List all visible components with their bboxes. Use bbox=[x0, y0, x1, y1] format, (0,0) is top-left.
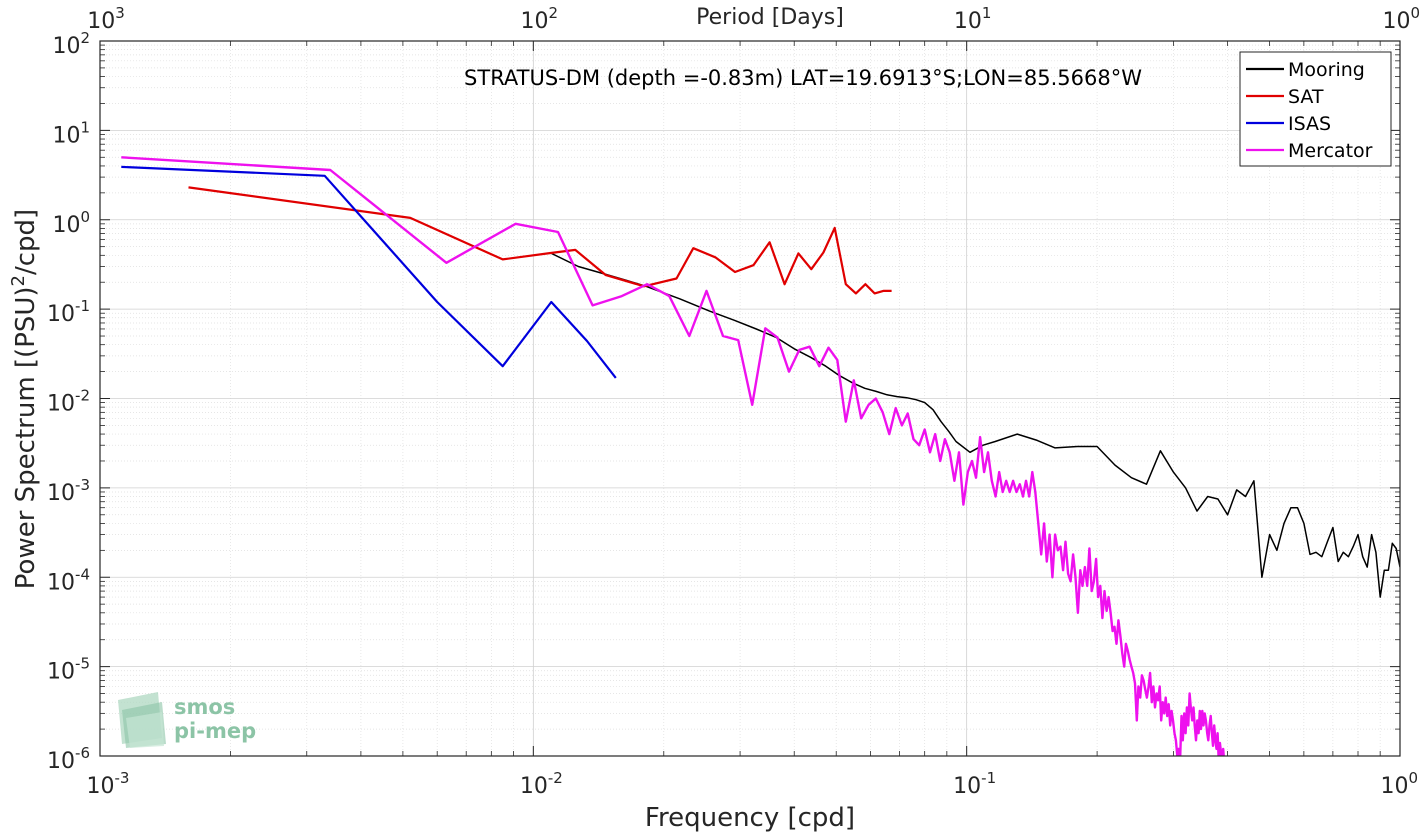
legend-label-sat: SAT bbox=[1288, 86, 1324, 108]
station-annotation: STRATUS-DM (depth =-0.83m) LAT=19.6913°S… bbox=[464, 66, 1142, 90]
series-layer bbox=[121, 156, 1400, 756]
y-axis-label: Power Spectrum [(PSU)2/cpd] bbox=[8, 209, 41, 589]
series-line-sat bbox=[188, 186, 892, 295]
y-tick-label: 10-6 bbox=[47, 744, 90, 774]
tick-labels: 10-3 103 10-2 102 10-1 101 100 100 10-6 10-5 10-4 1… bbox=[47, 4, 1420, 799]
x2-tick-label: 100 bbox=[1382, 4, 1420, 34]
x-axis-label: Frequency [cpd] bbox=[645, 803, 855, 833]
y-tick-label: 10-3 bbox=[47, 476, 90, 506]
series-line-mercator bbox=[121, 156, 1225, 756]
x-tick-label: 100 bbox=[1380, 769, 1418, 799]
legend-box bbox=[1239, 51, 1392, 167]
legend-label-mooring: Mooring bbox=[1288, 59, 1365, 81]
x2-tick-label: 101 bbox=[954, 4, 992, 34]
legend: Mooring SAT ISAS Mercator bbox=[1239, 51, 1392, 167]
x-tick-label: 10-3 bbox=[87, 769, 130, 799]
x-tick-label: 10-1 bbox=[953, 769, 996, 799]
tick-marks bbox=[99, 40, 1401, 757]
major-grid bbox=[99, 40, 1401, 757]
y-tick-label: 10-1 bbox=[47, 297, 90, 327]
logo-text-smos: smos bbox=[174, 695, 235, 719]
y-tick-label: 100 bbox=[52, 208, 90, 238]
x2-tick-label: 103 bbox=[87, 4, 125, 34]
series-line-isas bbox=[121, 165, 617, 379]
y-tick-label: 10-4 bbox=[47, 565, 90, 595]
y-tick-label: 10-2 bbox=[47, 387, 90, 417]
y-tick-label: 101 bbox=[52, 118, 90, 148]
legend-label-isas: ISAS bbox=[1288, 113, 1331, 135]
y-tick-label: 102 bbox=[52, 29, 90, 59]
legend-label-mercator: Mercator bbox=[1288, 140, 1373, 162]
x-tick-label: 10-2 bbox=[520, 769, 563, 799]
series-line-mooring bbox=[549, 251, 1400, 598]
y-tick-label: 10-5 bbox=[47, 655, 90, 685]
smos-pi-mep-logo: smos pi-mep bbox=[118, 692, 256, 748]
x2-axis-label: Period [Days] bbox=[696, 5, 844, 30]
x2-tick-label: 102 bbox=[521, 4, 559, 34]
logo-text-pi-mep: pi-mep bbox=[174, 719, 256, 743]
